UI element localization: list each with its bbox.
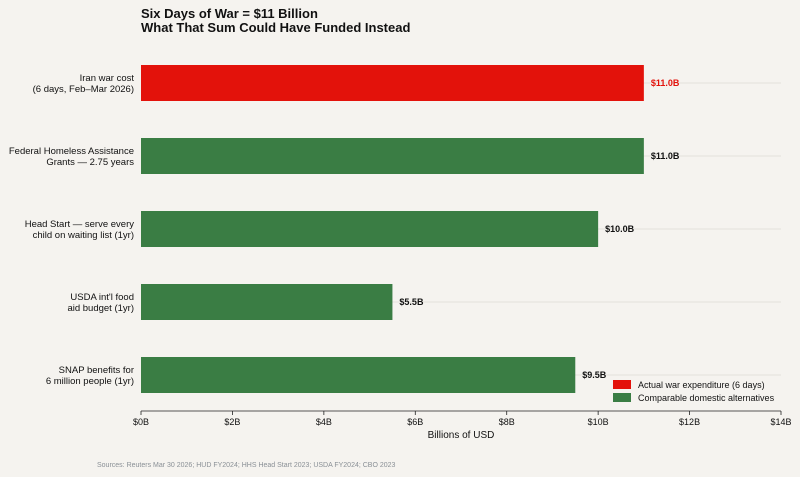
category-labels: Iran war cost (6 days, Feb–Mar 2026) Feder… — [9, 73, 134, 387]
category-label-1: Iran war cost (6 days, Feb–Mar 2026) — [33, 73, 135, 95]
category-label-4: USDA int'l food aid budget (1yr) — [67, 292, 134, 314]
category-label-3: Head Start — serve every child on waiting… — [25, 219, 135, 241]
bar-4 — [141, 284, 393, 320]
x-tick-label: $2B — [224, 417, 240, 427]
value-label-2: $11.0B — [651, 151, 680, 161]
value-label-5: $9.5B — [582, 370, 607, 380]
legend-swatch-domestic — [613, 393, 631, 402]
x-tick-label: $4B — [316, 417, 332, 427]
x-axis-label: Billions of USD — [428, 430, 495, 441]
legend: Actual war expenditure (6 days) Comparabl… — [613, 380, 775, 403]
bar-1 — [141, 65, 644, 101]
legend-label-domestic: Comparable domestic alternatives — [638, 393, 775, 403]
legend-swatch-war — [613, 380, 631, 389]
value-labels: $11.0B $11.0B $10.0B $5.5B $9.5B — [399, 78, 679, 380]
bar-2 — [141, 138, 644, 174]
x-axis: $0B $2B $4B $6B $8B $10B $12B $14B — [133, 410, 792, 427]
category-label-5: SNAP benefits for 6 million people (1yr) — [46, 365, 134, 387]
value-label-1: $11.0B — [651, 78, 680, 88]
bar-3 — [141, 211, 599, 247]
chart-title-line-1: Six Days of War = $11 Billion — [141, 6, 318, 21]
x-tick-label: $6B — [407, 417, 423, 427]
category-label-2: Federal Homeless Assistance Grants — 2.75… — [9, 146, 134, 168]
x-tick-label: $0B — [133, 417, 149, 427]
bar-5 — [141, 357, 576, 393]
x-tick-label: $14B — [770, 417, 791, 427]
chart-title-line-2: What That Sum Could Have Funded Instead — [141, 20, 410, 35]
value-label-4: $5.5B — [399, 297, 424, 307]
source-note: Sources: Reuters Mar 30 2026; HUD FY2024… — [97, 462, 396, 469]
x-tick-label: $8B — [499, 417, 515, 427]
value-label-3: $10.0B — [605, 224, 635, 234]
x-tick-label: $12B — [679, 417, 700, 427]
legend-label-war: Actual war expenditure (6 days) — [638, 380, 765, 390]
x-tick-label: $10B — [588, 417, 609, 427]
bars — [141, 65, 644, 393]
